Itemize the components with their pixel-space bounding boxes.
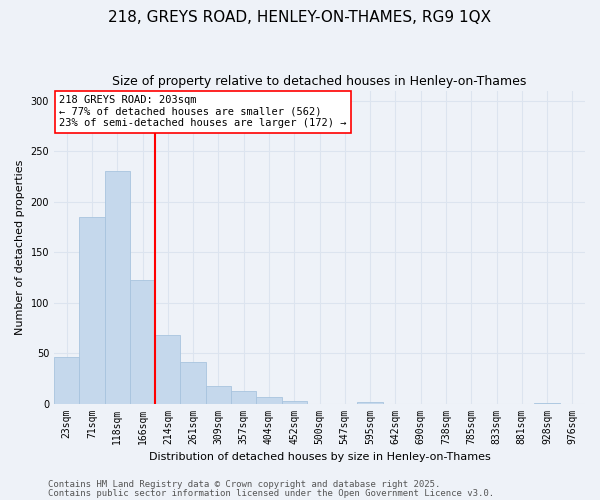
Bar [535,403,560,404]
Bar [181,362,206,404]
Text: Contains HM Land Registry data © Crown copyright and database right 2025.: Contains HM Land Registry data © Crown c… [48,480,440,489]
Bar [358,402,383,404]
Text: 218, GREYS ROAD, HENLEY-ON-THAMES, RG9 1QX: 218, GREYS ROAD, HENLEY-ON-THAMES, RG9 1… [109,10,491,25]
Text: 218 GREYS ROAD: 203sqm
← 77% of detached houses are smaller (562)
23% of semi-de: 218 GREYS ROAD: 203sqm ← 77% of detached… [59,96,347,128]
Bar [231,391,256,404]
X-axis label: Distribution of detached houses by size in Henley-on-Thames: Distribution of detached houses by size … [149,452,490,462]
Bar [130,280,155,404]
Bar [79,217,104,404]
Bar [104,172,130,404]
Y-axis label: Number of detached properties: Number of detached properties [15,160,25,335]
Text: Contains public sector information licensed under the Open Government Licence v3: Contains public sector information licen… [48,488,494,498]
Title: Size of property relative to detached houses in Henley-on-Thames: Size of property relative to detached ho… [112,75,527,88]
Bar [155,336,181,404]
Bar [206,386,231,404]
Bar [256,397,281,404]
Bar [54,356,79,404]
Bar [281,401,307,404]
